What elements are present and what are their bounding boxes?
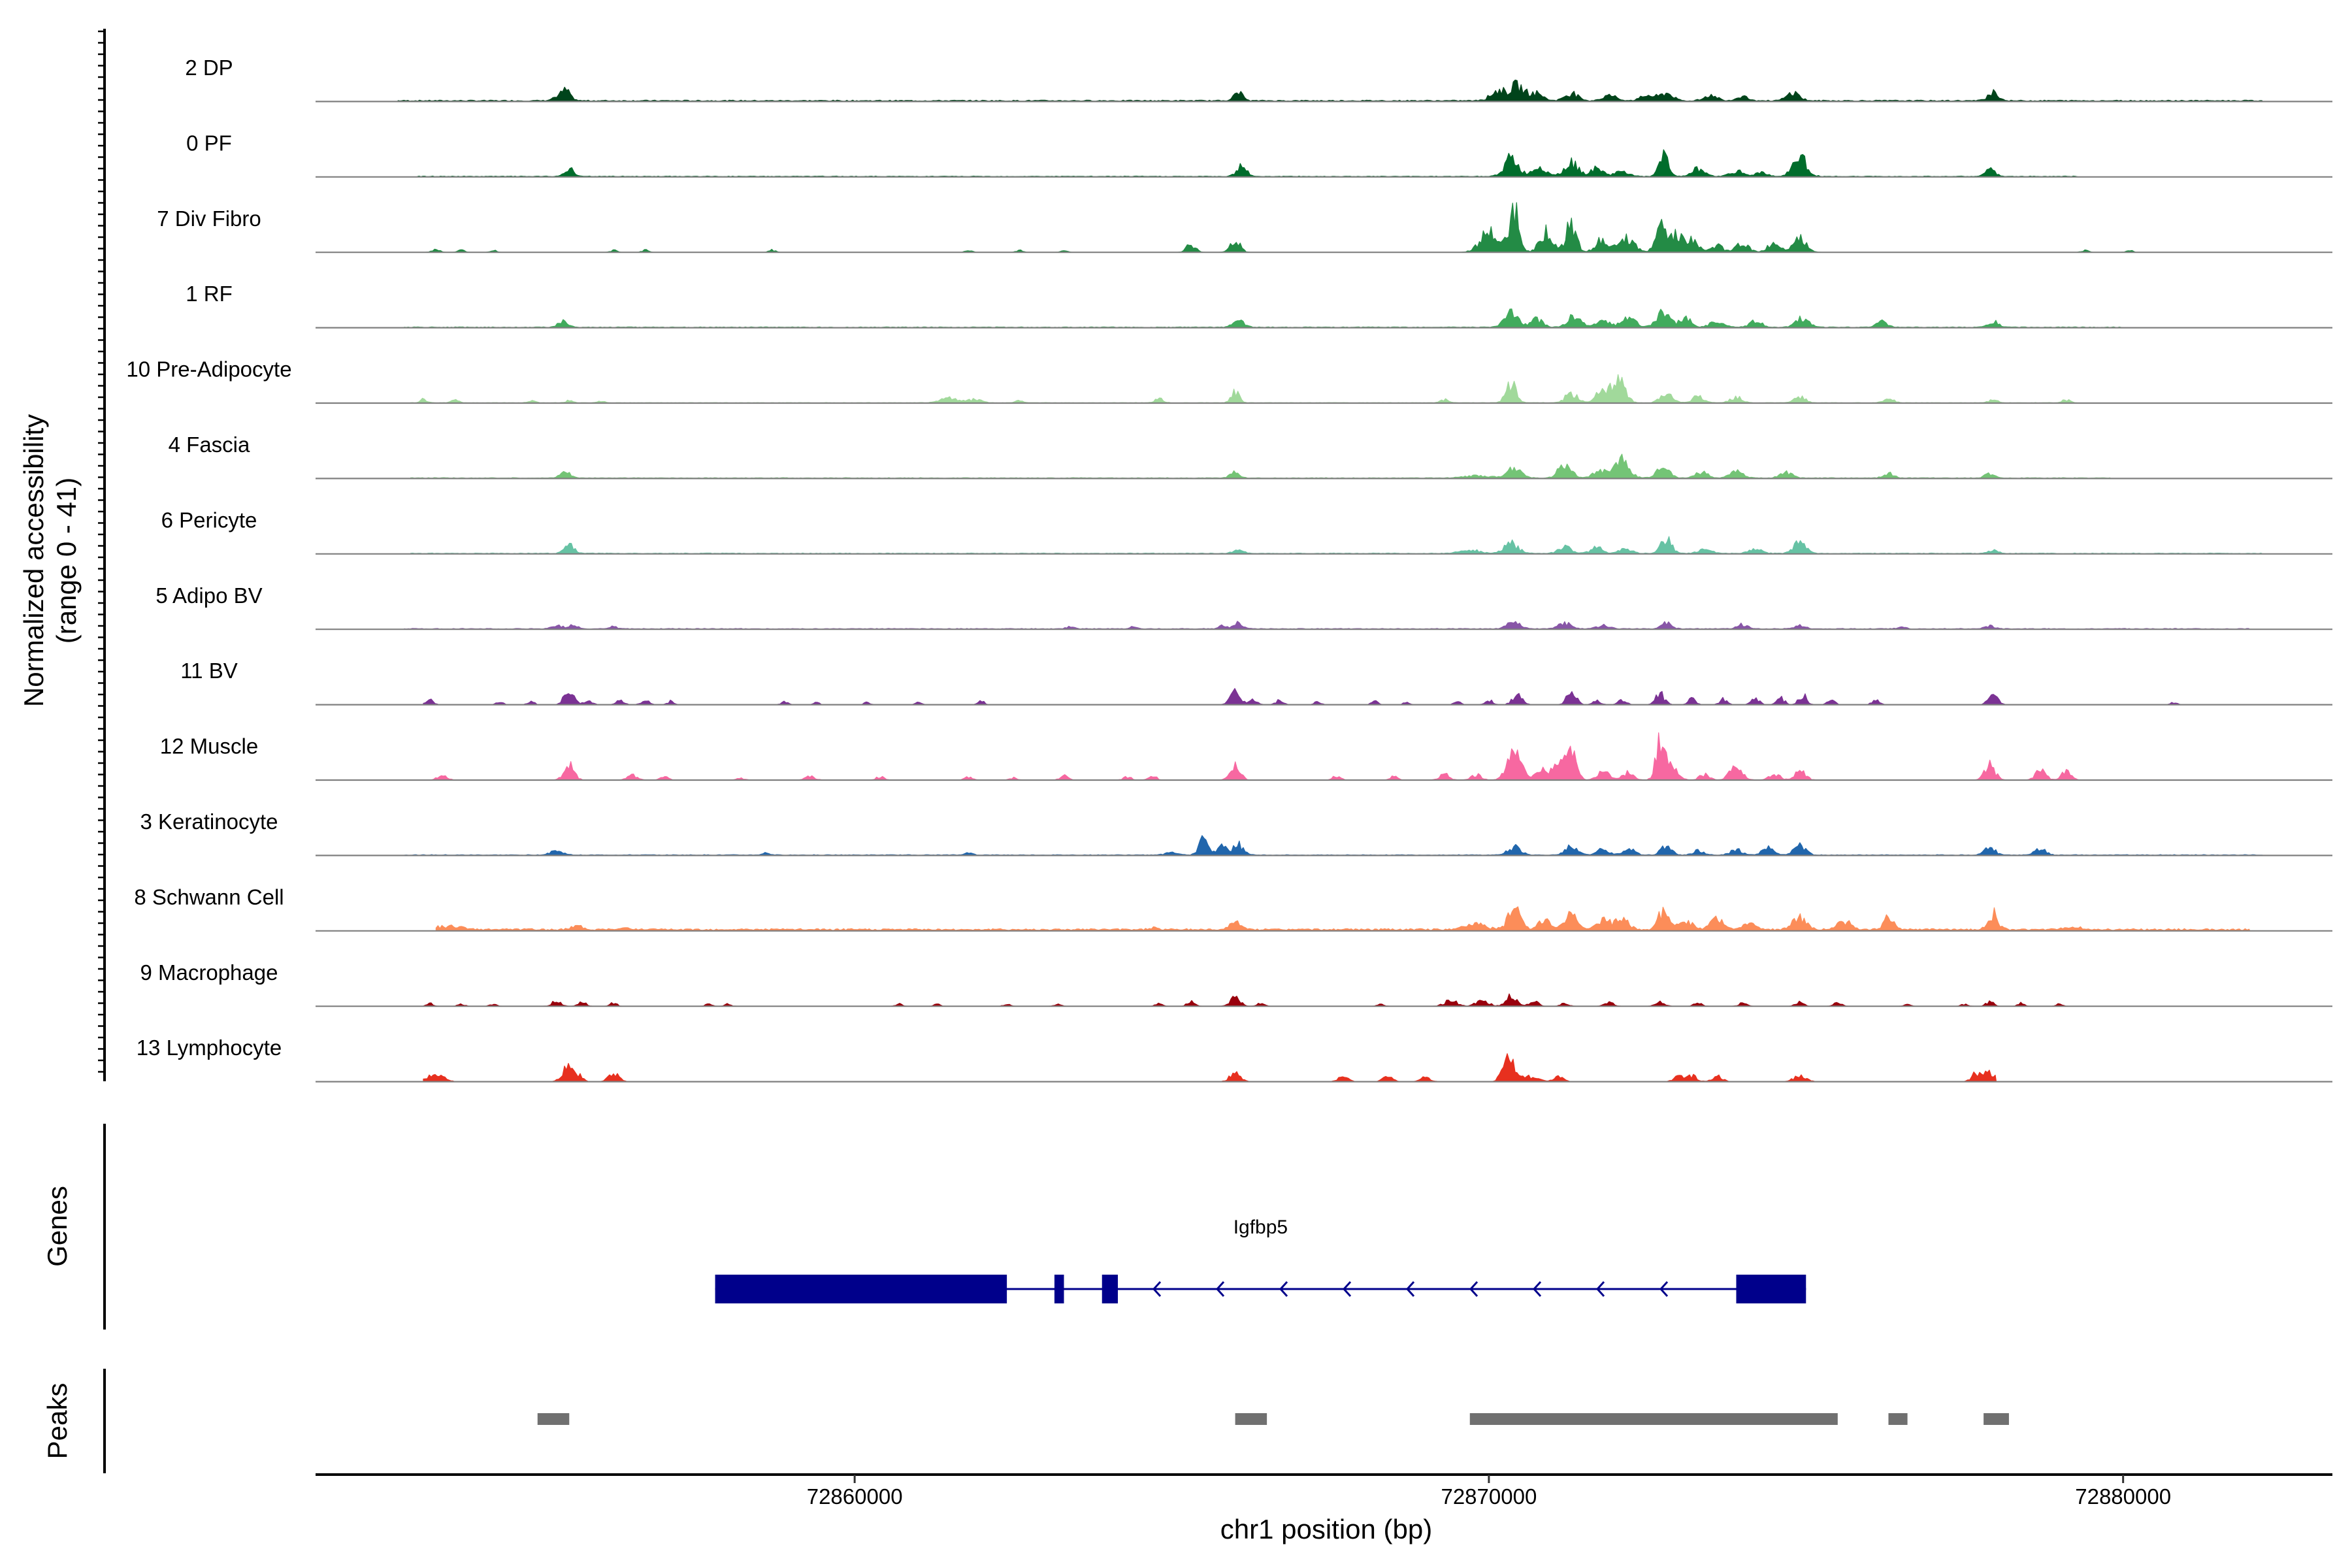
x-tick-label: 72880000 [2075, 1484, 2171, 1509]
track-9-macrophage-coverage-area [423, 993, 2073, 1007]
track-12-muscle-coverage-area [429, 732, 2092, 781]
track-9-macrophage: 9 Macrophage [140, 960, 2332, 1007]
track-label: 2 DP [185, 56, 233, 80]
track-13-lymphocyte-coverage-area [423, 1053, 1997, 1083]
gene-strand-arrow [1279, 1281, 1288, 1298]
genes-panel-title: Genes [42, 1186, 73, 1267]
gene-igfbp5: Igfbp5 [715, 1217, 1806, 1303]
gene-label: Igfbp5 [1233, 1217, 1288, 1238]
track-5-adipo-bv-coverage-area [404, 621, 2251, 630]
track-7-div-fibro: 7 Div Fibro [157, 202, 2332, 253]
gene-strand-arrow [1152, 1281, 1162, 1298]
x-axis-title: chr1 position (bp) [1220, 1514, 1433, 1544]
gene-strand-arrow [1595, 1281, 1605, 1298]
track-2-dp-coverage-area [397, 79, 2263, 102]
track-label: 7 Div Fibro [157, 206, 261, 231]
track-11-bv: 11 BV [180, 659, 2332, 706]
track-0-pf-coverage-area [416, 149, 2080, 178]
peak-region [1984, 1413, 2009, 1425]
y-axis-title: Normalized accessibility [18, 414, 49, 707]
track-5-adipo-bv: 5 Adipo BV [155, 583, 2332, 630]
track-11-bv-coverage-area [423, 688, 2187, 706]
genes-panel: Igfbp5 [103, 1124, 1806, 1330]
track-4-fascia: 4 Fascia [169, 433, 2332, 480]
y-axis-ticks [98, 30, 105, 1073]
track-6-pericyte: 6 Pericyte [161, 508, 2332, 555]
gene-exon [1054, 1275, 1064, 1303]
track-label: 13 Lymphocyte [137, 1036, 282, 1060]
track-label: 3 Keratinocyte [140, 809, 278, 834]
track-label: 8 Schwann Cell [134, 885, 284, 909]
gene-strand-arrow [1469, 1281, 1478, 1298]
peak-region [537, 1413, 570, 1425]
peak-region [1888, 1413, 1908, 1425]
peaks-panel-title: Peaks [42, 1383, 73, 1460]
x-tick-label: 72870000 [1441, 1484, 1537, 1509]
track-1-rf-coverage-area [404, 308, 2124, 329]
gene-strand-arrow [1215, 1281, 1225, 1298]
track-label: 4 Fascia [169, 433, 250, 457]
track-6-pericyte-coverage-area [410, 536, 2263, 555]
track-8-schwann-cell-coverage-area [435, 906, 2251, 932]
track-1-rf: 1 RF [186, 282, 2332, 329]
track-label: 5 Adipo BV [155, 583, 262, 608]
gene-strand-arrow [1532, 1281, 1542, 1298]
peak-region [1235, 1413, 1267, 1425]
track-label: 10 Pre-Adipocyte [126, 357, 291, 382]
peak-region [1469, 1413, 1838, 1425]
gene-strand-arrow [1659, 1281, 1669, 1298]
gene-exon [1102, 1275, 1119, 1303]
track-3-keratinocyte: 3 Keratinocyte [140, 809, 2332, 857]
x-tick-label: 72860000 [807, 1484, 903, 1509]
gene-strand-arrow [1342, 1281, 1352, 1298]
track-10-pre-adipocyte: 10 Pre-Adipocyte [126, 357, 2332, 404]
gene-exon [715, 1275, 1007, 1303]
track-8-schwann-cell: 8 Schwann Cell [134, 885, 2332, 932]
gene-strand-arrow [1405, 1281, 1415, 1298]
track-13-lymphocyte: 13 Lymphocyte [137, 1036, 2332, 1083]
coverage-panel: 2 DP 0 PF 7 Div Fibro 1 RF 10 Pre-Adipocyte 4… [98, 29, 2332, 1083]
track-label: 6 Pericyte [161, 508, 257, 532]
y-axis-range-label: (range 0 - 41) [51, 478, 82, 644]
track-label: 12 Muscle [160, 734, 258, 759]
gene-exon [1736, 1275, 1806, 1303]
track-label: 9 Macrophage [140, 960, 278, 985]
track-4-fascia-coverage-area [410, 453, 2111, 479]
track-label: 0 PF [186, 131, 232, 155]
peaks-panel [103, 1369, 2009, 1473]
track-7-div-fibro-coverage-area [416, 202, 2136, 253]
track-3-keratinocyte-coverage-area [404, 835, 2263, 856]
track-label: 1 RF [186, 282, 233, 306]
track-label: 11 BV [180, 659, 237, 683]
track-10-pre-adipocyte-coverage-area [410, 374, 2080, 404]
x-axis: 72860000 72870000 72880000 [316, 1473, 2332, 1509]
track-12-muscle: 12 Muscle [160, 732, 2332, 781]
track-0-pf: 0 PF [186, 131, 2332, 178]
track-2-dp: 2 DP [185, 56, 2332, 103]
